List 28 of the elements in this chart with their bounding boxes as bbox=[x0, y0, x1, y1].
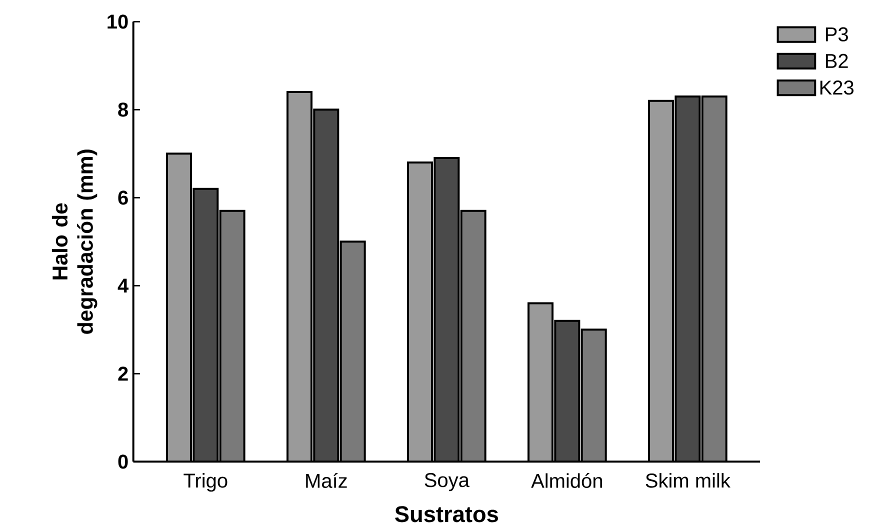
x-tick-label: Skim milk bbox=[646, 473, 730, 488]
bar bbox=[528, 303, 553, 462]
x-tick-label: Soya bbox=[424, 473, 470, 492]
y-axis-title: Halo de degradación (mm) bbox=[52, 150, 98, 334]
x-tick-label: Almidón bbox=[531, 473, 602, 488]
y-tick-label: 8 bbox=[118, 102, 128, 117]
legend-label: P3 bbox=[826, 27, 848, 42]
y-tick-label: 10 bbox=[108, 14, 128, 29]
x-tick-label: Trigo bbox=[184, 473, 228, 492]
bar bbox=[166, 154, 191, 462]
bar bbox=[314, 110, 338, 462]
y-tick-label: 6 bbox=[118, 190, 128, 205]
y-tick-label: 0 bbox=[118, 454, 128, 469]
x-axis-title: Sustratos bbox=[395, 506, 498, 522]
bar bbox=[194, 188, 218, 462]
bar bbox=[340, 242, 365, 462]
bar bbox=[220, 210, 244, 462]
y-tick-label: 2 bbox=[118, 366, 128, 381]
bar bbox=[555, 320, 580, 462]
y-tick-label: 4 bbox=[118, 278, 129, 293]
bar bbox=[582, 330, 606, 462]
x-tick-label: Maíz bbox=[306, 473, 347, 488]
bar bbox=[461, 210, 486, 462]
bar bbox=[434, 158, 459, 462]
legend-label: K23 bbox=[820, 80, 854, 95]
legend-label: B2 bbox=[826, 54, 848, 68]
bar bbox=[287, 92, 312, 462]
bar bbox=[408, 162, 432, 462]
